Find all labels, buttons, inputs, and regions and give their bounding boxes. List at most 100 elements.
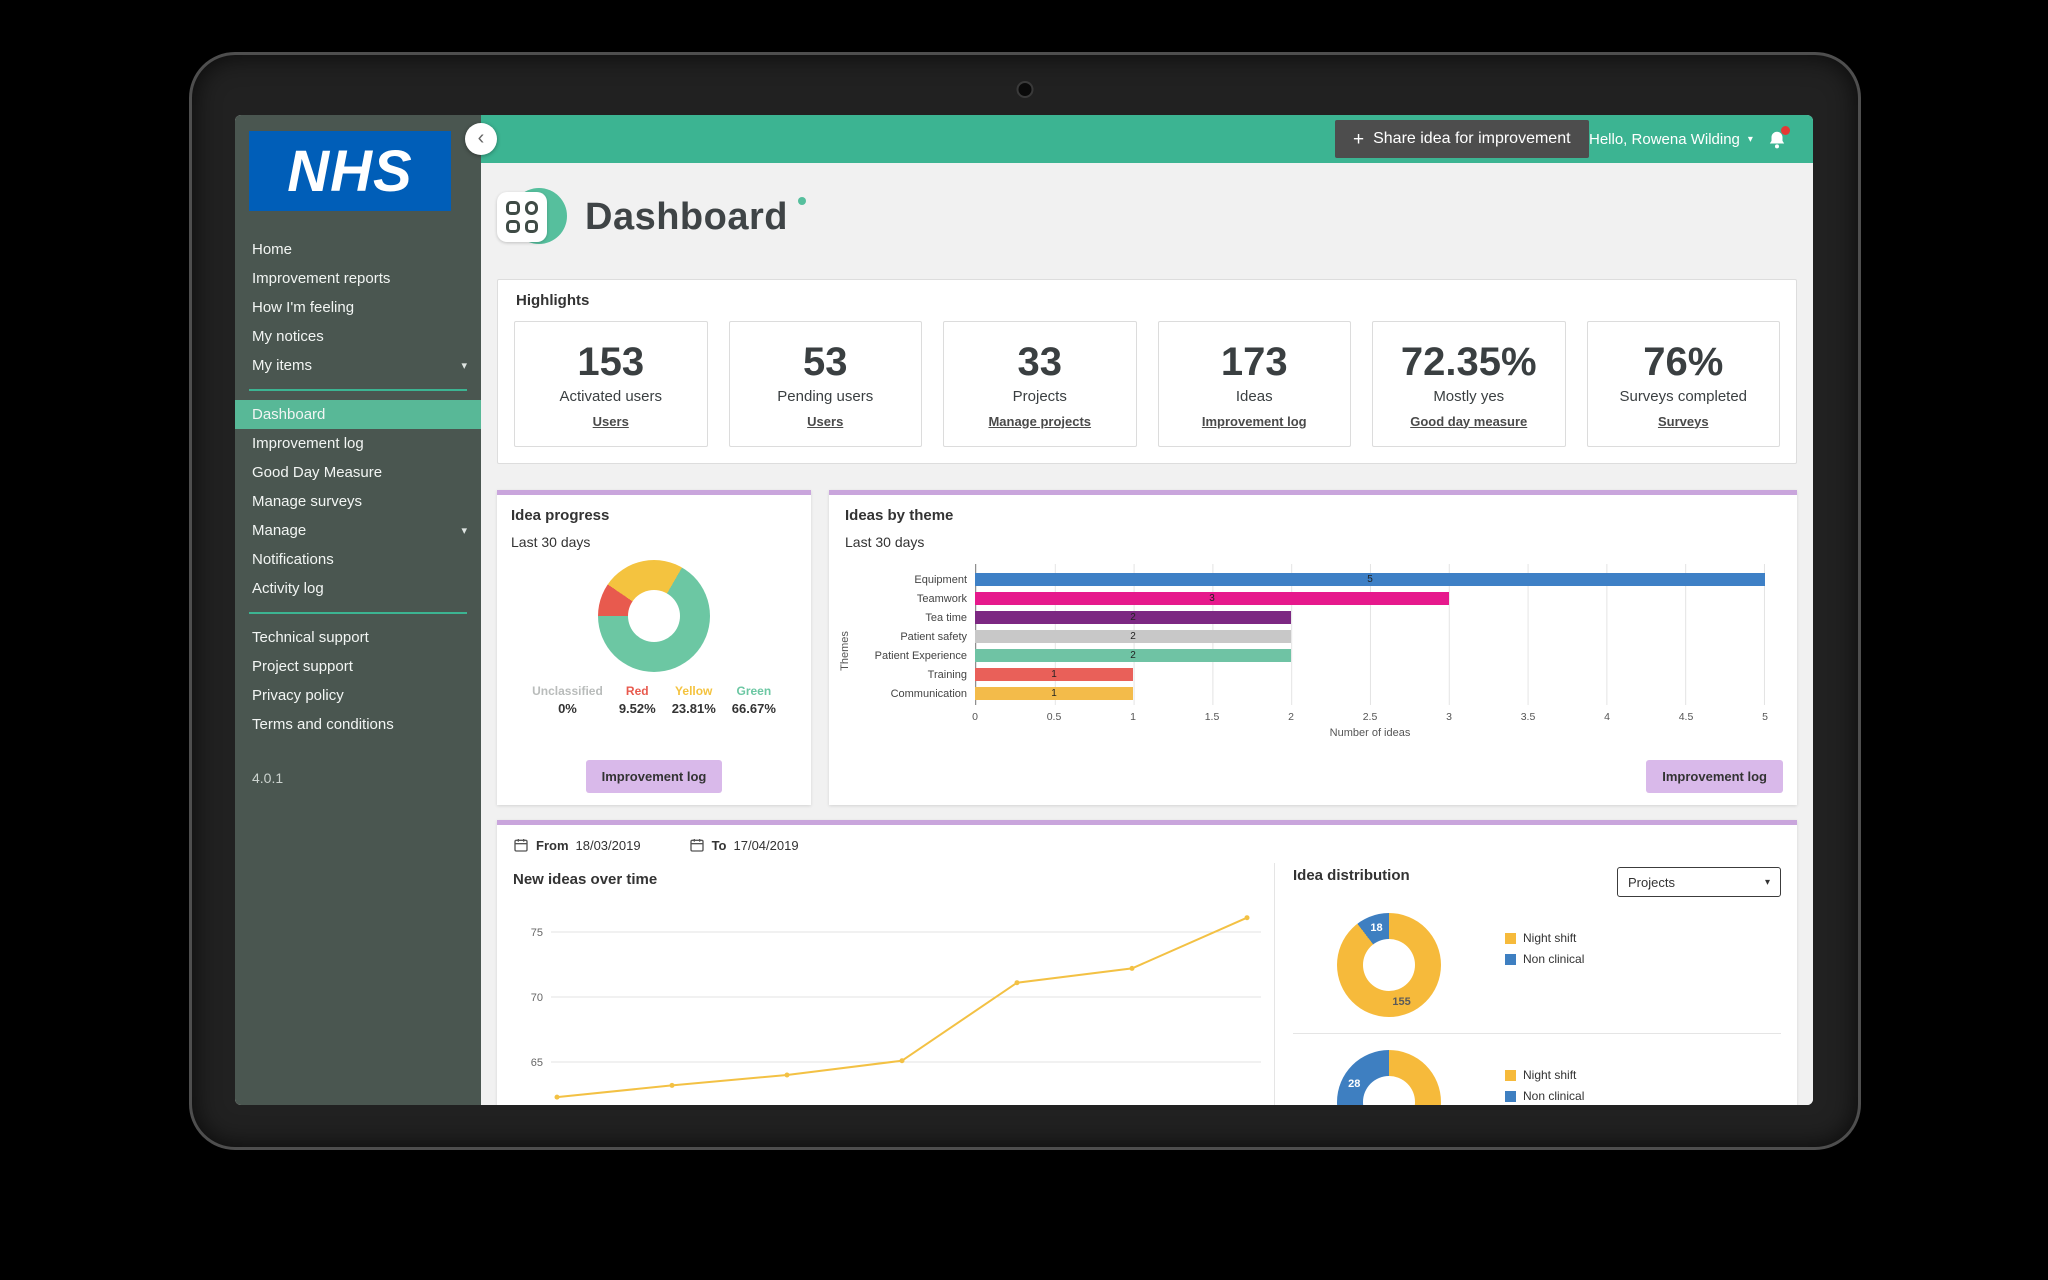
- stat-card-ideas: 173 Ideas Improvement log: [1157, 321, 1351, 447]
- bar-category-label: Equipment: [914, 573, 967, 586]
- sidebar-item-project-support[interactable]: Project support: [235, 652, 481, 681]
- svg-text:75: 75: [531, 927, 543, 939]
- stat-value: 76%: [1643, 339, 1724, 384]
- nhs-logo: NHS: [249, 131, 451, 211]
- x-tick-label: 4: [1604, 711, 1610, 723]
- stat-card-mostly-yes: 72.35% Mostly yes Good day measure: [1372, 321, 1566, 447]
- chevron-down-icon: ▾: [461, 360, 467, 372]
- bar-value-label: 2: [1130, 631, 1136, 642]
- stat-link-improvement-log[interactable]: Improvement log: [1201, 413, 1307, 429]
- stat-value: 153: [577, 339, 645, 384]
- sidebar-item-manage-surveys[interactable]: Manage surveys: [235, 487, 481, 516]
- donut-segment-label: 155: [1392, 995, 1411, 1008]
- stat-value: 53: [803, 339, 848, 384]
- legend-name: Yellow: [675, 684, 713, 698]
- x-tick-label: 2: [1288, 711, 1294, 723]
- projects-dropdown[interactable]: Projects ▾: [1617, 867, 1781, 897]
- legend-swatch: [1505, 932, 1516, 944]
- legend-item-green: Green 66.67%: [732, 684, 776, 716]
- stat-link-manage-projects[interactable]: Manage projects: [988, 413, 1092, 429]
- notification-bell-icon[interactable]: [1766, 126, 1790, 152]
- x-tick-label: 0.5: [1046, 711, 1062, 723]
- sidebar-item-technical-support[interactable]: Technical support: [235, 623, 481, 652]
- share-idea-button[interactable]: + Share idea for improvement: [1335, 120, 1589, 158]
- date-to-value: 17/04/2019: [733, 837, 799, 853]
- sidebar-item-label: How I'm feeling: [252, 299, 355, 316]
- sidebar: NHS Home Improvement reports How I'm feeli…: [235, 115, 481, 1105]
- distribution-donut-2: 28: [1337, 1050, 1441, 1105]
- legend-label: Non clinical: [1523, 952, 1585, 966]
- stat-value: 72.35%: [1400, 339, 1537, 384]
- legend-name: Unclassified: [532, 684, 603, 698]
- date-to-picker[interactable]: To 17/04/2019: [689, 837, 799, 853]
- share-idea-label: Share idea for improvement: [1373, 130, 1571, 147]
- charts-row: Idea progress Last 30 days Unclassified 0…: [497, 490, 1797, 805]
- theme-bar-row-patient-safety: Patient safety 2: [845, 627, 1765, 646]
- stat-link-surveys[interactable]: Surveys: [1657, 413, 1709, 429]
- sidebar-item-improvement-reports[interactable]: Improvement reports: [235, 264, 481, 293]
- bar-value-label: 2: [1130, 650, 1136, 661]
- stat-value: 173: [1220, 339, 1288, 384]
- x-tick-label: 0: [972, 711, 978, 723]
- date-from-picker[interactable]: From 18/03/2019: [513, 837, 641, 853]
- distribution-chart-2: 28 Night shift Non clinical: [1293, 1050, 1781, 1105]
- sidebar-item-terms-and-conditions[interactable]: Terms and conditions: [235, 710, 481, 739]
- theme-bar-row-equipment: Equipment 5: [845, 570, 1765, 589]
- bar-patient-safety: 2: [975, 630, 1291, 643]
- sidebar-item-manage[interactable]: Manage ▾: [235, 516, 481, 545]
- sidebar-nav: Home Improvement reports How I'm feeling My…: [235, 235, 481, 739]
- stat-link-users[interactable]: Users: [807, 413, 844, 429]
- sidebar-item-notifications[interactable]: Notifications: [235, 545, 481, 574]
- x-tick-label: 5: [1762, 711, 1768, 723]
- camera-dot: [1016, 81, 1034, 98]
- sidebar-item-label: Dashboard: [252, 406, 326, 423]
- improvement-log-button[interactable]: Improvement log: [585, 760, 723, 793]
- sidebar-item-privacy-policy[interactable]: Privacy policy: [235, 681, 481, 710]
- calendar-icon: [689, 839, 704, 852]
- legend-item-yellow: Yellow 23.81%: [672, 684, 716, 716]
- new-ideas-section: New ideas over time 65 70 75: [513, 863, 1274, 1105]
- bar-value-label: 2: [1130, 612, 1136, 623]
- grid-circle: [524, 201, 538, 215]
- svg-text:70: 70: [531, 992, 543, 1004]
- sidebar-item-label: Privacy policy: [252, 687, 344, 704]
- legend-percentage: 23.81%: [671, 701, 716, 716]
- nhs-logo-text: NHS: [287, 138, 413, 204]
- stat-link-users[interactable]: Users: [592, 413, 629, 429]
- legend-name: Red: [625, 684, 649, 698]
- bottom-columns: New ideas over time 65 70 75 Idea distribu…: [513, 863, 1781, 1105]
- distribution-legend-2: Night shift Non clinical: [1505, 1068, 1584, 1103]
- sidebar-item-my-notices[interactable]: My notices: [235, 322, 481, 351]
- stat-label: Projects: [1012, 387, 1067, 405]
- sidebar-item-good-day-measure[interactable]: Good Day Measure: [235, 458, 481, 487]
- stat-link-good-day-measure[interactable]: Good day measure: [1410, 413, 1528, 429]
- x-tick-label: 2.5: [1362, 711, 1378, 723]
- bar-training: 1: [975, 668, 1133, 681]
- bar-category-label: Teamwork: [916, 592, 967, 605]
- date-from-value: 18/03/2019: [575, 837, 641, 853]
- sidebar-item-activity-log[interactable]: Activity log: [235, 574, 481, 603]
- sidebar-item-label: Home: [252, 241, 293, 258]
- bar-value-label: 1: [1051, 688, 1057, 699]
- legend-name: Green: [736, 684, 772, 698]
- bar-category-label: Tea time: [925, 611, 967, 624]
- legend-item-non-clinical: Non clinical: [1505, 952, 1584, 966]
- idea-progress-donut: [598, 560, 710, 672]
- idea-progress-title: Idea progress: [511, 507, 610, 524]
- x-tick-label: 3: [1446, 711, 1452, 723]
- sidebar-item-my-items[interactable]: My items ▾: [235, 351, 481, 380]
- sidebar-item-improvement-log[interactable]: Improvement log: [235, 429, 481, 458]
- legend-swatch: [1505, 953, 1516, 965]
- legend-item-night-shift: Night shift: [1505, 931, 1584, 945]
- improvement-log-button[interactable]: Improvement log: [1646, 760, 1783, 793]
- sidebar-item-how-i-m-feeling[interactable]: How I'm feeling: [235, 293, 481, 322]
- section-divider: [1293, 1033, 1781, 1034]
- theme-bar-row-patient-experience: Patient Experience 2: [845, 646, 1765, 665]
- sidebar-item-dashboard[interactable]: Dashboard: [235, 400, 481, 429]
- collapse-sidebar-button[interactable]: ‹: [465, 123, 497, 155]
- distribution-donut-1: 155 18: [1337, 913, 1441, 1017]
- x-tick-label: 1.5: [1204, 711, 1220, 723]
- legend-swatch: [1505, 1069, 1516, 1081]
- sidebar-item-home[interactable]: Home: [235, 235, 481, 264]
- user-menu[interactable]: Hello, Rowena Wilding ▾: [1589, 115, 1753, 163]
